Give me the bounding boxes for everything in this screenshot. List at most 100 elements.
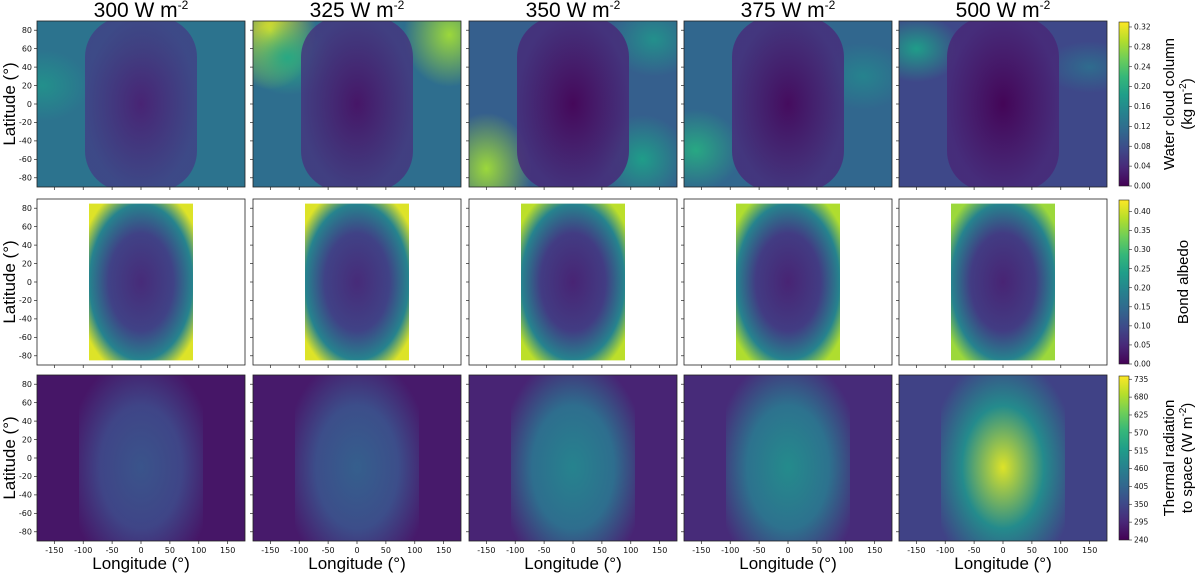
column-title: 350 W m-2 xyxy=(526,0,621,22)
heatmap-dayside xyxy=(79,375,203,541)
panel-thermal-radiation-4 xyxy=(896,374,1108,544)
colorbar-tick-label: 295 xyxy=(1134,518,1149,527)
colorbar-tick-label: 0.20 xyxy=(1134,283,1151,292)
x-tick-label: 0 xyxy=(354,546,359,555)
x-tick-label: 150 xyxy=(220,546,235,555)
x-tick-label: -50 xyxy=(538,546,551,555)
x-tick-label: 150 xyxy=(1082,546,1097,555)
panel-water-cloud-2 xyxy=(466,20,678,190)
colorbar-tick-label: 350 xyxy=(1134,500,1149,509)
y-tick-label: 80 xyxy=(22,204,32,213)
x-tick-label: 50 xyxy=(812,546,822,555)
heatmap-dayside xyxy=(517,21,629,187)
colorbar-tick-label: 460 xyxy=(1134,464,1149,473)
y-tick-label: -40 xyxy=(19,491,32,500)
y-tick-label: -60 xyxy=(19,333,32,342)
x-tick-label: -100 xyxy=(936,546,954,555)
y-tick-label: -60 xyxy=(19,155,32,164)
x-tick-label: 100 xyxy=(1053,546,1068,555)
panels-layer xyxy=(34,20,1132,544)
colorbar-tick-label: 515 xyxy=(1134,446,1149,455)
y-tick-label: 60 xyxy=(22,398,32,407)
heatmap-cloud-patch xyxy=(469,112,533,187)
x-tick-label: 50 xyxy=(1027,546,1037,555)
x-tick-label: 0 xyxy=(1000,546,1005,555)
colorbar-label-units: to space (W m-2) xyxy=(1178,403,1196,514)
x-axis-label: Longitude (°) xyxy=(308,554,406,573)
x-tick-label: -50 xyxy=(106,546,119,555)
y-tick-label: 0 xyxy=(27,100,32,109)
colorbar-tick-label: 625 xyxy=(1134,411,1149,420)
panel-bond-albedo-2 xyxy=(466,198,678,368)
x-axis-label: Longitude (°) xyxy=(954,554,1052,573)
panel-bond-albedo-1 xyxy=(250,198,462,368)
heatmap-dayside xyxy=(732,21,844,187)
y-tick-label: -40 xyxy=(19,315,32,324)
y-tick-label: 40 xyxy=(22,417,32,426)
colorbar-gradient xyxy=(1118,21,1130,187)
colorbar-tick-label: 680 xyxy=(1134,393,1149,402)
y-tick-label: -80 xyxy=(19,528,32,537)
x-tick-label: 0 xyxy=(570,546,575,555)
x-tick-label: 100 xyxy=(623,546,638,555)
y-tick-label: -20 xyxy=(19,296,32,305)
x-tick-label: 100 xyxy=(407,546,422,555)
panel-thermal-radiation-1 xyxy=(250,374,462,544)
y-axis-label: Latitude (°) xyxy=(0,416,19,499)
colorbar-tick-label: 0.24 xyxy=(1134,62,1151,71)
y-axis-label: Latitude (°) xyxy=(0,240,19,323)
heatmap-dayside xyxy=(511,375,635,541)
colorbar-tick-label: 0.08 xyxy=(1134,142,1151,151)
x-tick-label: 50 xyxy=(597,546,607,555)
colorbar-tick-label: 240 xyxy=(1134,536,1149,545)
y-tick-label: -40 xyxy=(19,137,32,146)
colorbar-tick-label: 0.20 xyxy=(1134,82,1151,91)
panel-thermal-radiation-0 xyxy=(34,374,246,544)
colorbar-bond-albedo xyxy=(1118,199,1132,365)
y-tick-label: 20 xyxy=(22,259,32,268)
x-axis-label: Longitude (°) xyxy=(739,554,837,573)
panel-thermal-radiation-3 xyxy=(681,374,893,544)
heatmap-dayside xyxy=(947,21,1059,187)
colorbar-label: Water cloud column xyxy=(1161,38,1178,170)
y-tick-label: 80 xyxy=(22,26,32,35)
y-tick-label: -80 xyxy=(19,352,32,361)
y-tick-label: -80 xyxy=(19,174,32,183)
x-tick-label: 50 xyxy=(165,546,175,555)
colorbar-tick-label: 0.16 xyxy=(1134,102,1151,111)
x-tick-label: -100 xyxy=(74,546,92,555)
x-tick-label: 50 xyxy=(381,546,391,555)
heatmap-dayside xyxy=(521,203,625,361)
panel-water-cloud-0 xyxy=(34,20,246,190)
colorbar-gradient xyxy=(1118,199,1130,365)
column-title: 375 W m-2 xyxy=(741,0,836,22)
panel-thermal-radiation-2 xyxy=(466,374,678,544)
y-tick-label: 0 xyxy=(27,278,32,287)
colorbar-tick-label: 0.35 xyxy=(1134,226,1151,235)
colorbar-tick-label: 0.00 xyxy=(1134,360,1151,369)
colorbar-tick-label: 0.40 xyxy=(1134,207,1151,216)
panel-water-cloud-1 xyxy=(250,20,462,190)
heatmap-dayside xyxy=(89,203,193,361)
colorbar-tick-label: 0.15 xyxy=(1134,302,1151,311)
heatmap-cloud-patch xyxy=(1043,41,1107,94)
heatmap-cloud-patch xyxy=(684,109,742,187)
x-tick-label: 100 xyxy=(191,546,206,555)
y-tick-label: 80 xyxy=(22,380,32,389)
column-title: 325 W m-2 xyxy=(310,0,405,22)
x-axis-label: Longitude (°) xyxy=(92,554,190,573)
x-tick-label: 0 xyxy=(785,546,790,555)
colorbar-gradient xyxy=(1118,375,1130,541)
panel-bond-albedo-4 xyxy=(896,198,1108,368)
heatmap-dayside xyxy=(951,203,1055,361)
heatmap-dayside xyxy=(736,203,840,361)
panel-bond-albedo-3 xyxy=(681,198,893,368)
y-axis-label: Latitude (°) xyxy=(0,62,19,145)
x-tick-label: 150 xyxy=(867,546,882,555)
colorbar-tick-label: 0.28 xyxy=(1134,42,1151,51)
column-title: 500 W m-2 xyxy=(956,0,1051,22)
x-axis-label: Longitude (°) xyxy=(524,554,622,573)
x-tick-label: -150 xyxy=(477,546,495,555)
